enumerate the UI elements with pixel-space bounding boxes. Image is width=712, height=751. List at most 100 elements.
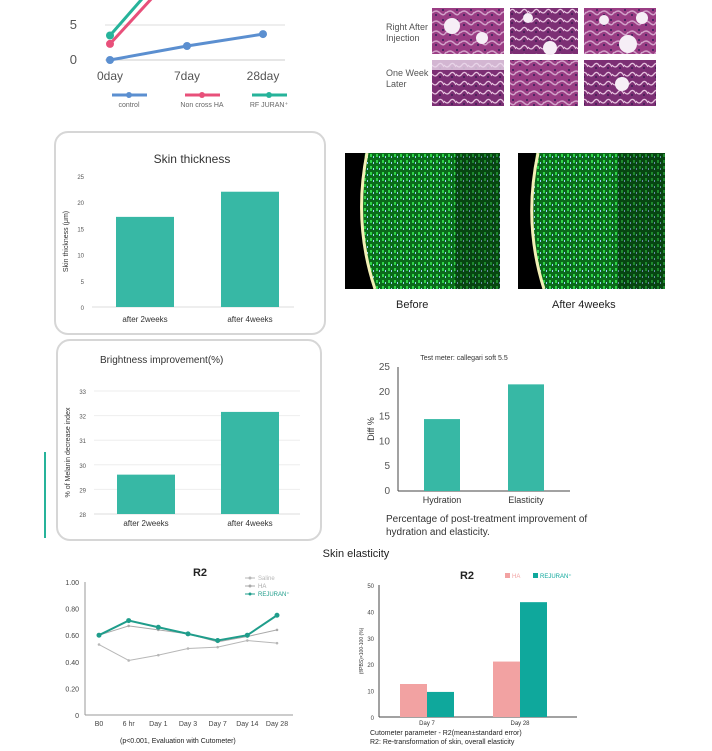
cutometer-note-2: R2: Re-transformation of skin, overall e… — [370, 739, 515, 746]
y-tick-label: 15 — [77, 227, 84, 233]
data-point — [106, 39, 114, 48]
y-axis-label: % of Melanin decrease index — [65, 407, 72, 497]
legend-marker — [248, 576, 252, 580]
legend-label: control — [118, 102, 139, 109]
legend-marker — [199, 92, 205, 98]
data-point — [274, 612, 280, 618]
data-point — [275, 641, 279, 645]
bar — [424, 419, 460, 491]
bar — [508, 384, 544, 491]
section-title: Skin elasticity — [322, 548, 390, 560]
x-tick-label: Day 14 — [236, 721, 258, 728]
bar — [493, 661, 520, 717]
chart-title: R2 — [193, 567, 207, 579]
data-point — [106, 31, 114, 40]
legend-label: Saline — [258, 576, 275, 582]
skin-thickness-chart: Skin thickness 0 5 10 15 20 25 after 2weeks afte… — [63, 152, 294, 324]
legend-marker — [248, 584, 252, 588]
y-tick-label: 25 — [77, 175, 84, 181]
r2-bar-chart: R2 0 10 20 30 40 50 Day 7 Day 28 (f/PBS)×100-100 … — [359, 570, 577, 727]
legend-marker — [266, 92, 272, 98]
series-line-non-cross-ha — [108, 0, 153, 45]
data-point — [246, 639, 249, 642]
y-tick-label: 28 — [79, 513, 86, 519]
x-tick-label: Hydration — [423, 495, 462, 505]
x-tick-label: after 2weeks — [122, 315, 167, 324]
ultrasound-before-label: Before — [396, 299, 429, 311]
histo-label-one-week: One Week Later — [386, 68, 429, 89]
x-tick-label: Day 1 — [149, 721, 167, 728]
y-tick-label: 30 — [367, 637, 374, 643]
data-point — [157, 653, 160, 657]
chart-title: Skin thickness — [154, 152, 231, 166]
y-tick-label: 5 — [81, 280, 85, 286]
hydration-caption: Percentage of post-treatment improvement… — [386, 514, 588, 538]
series-line — [98, 640, 278, 661]
y-tick-label: 10 — [367, 690, 374, 696]
legend-label: HA — [512, 574, 520, 580]
y-axis-label: Diff % — [366, 417, 376, 441]
y-tick-label: 0 — [371, 716, 375, 722]
x-tick-label: 0day — [97, 69, 123, 83]
histo-label-right-after: Right After Injection — [386, 22, 429, 43]
bar — [427, 691, 454, 717]
y-axis-label: Skin thickness (μm) — [63, 211, 70, 272]
legend-marker — [248, 592, 252, 596]
legend-label: Non cross HA — [180, 102, 224, 109]
data-point — [259, 30, 267, 39]
y-tick-label: 25 — [379, 362, 391, 373]
legend-marker — [533, 573, 538, 578]
ultrasound-after-image — [518, 153, 665, 289]
y-tick-label: 10 — [379, 436, 391, 447]
x-tick-label: 6 hr — [123, 721, 136, 728]
x-tick-label: Day 7 — [209, 721, 227, 728]
cutometer-note-1: Cutometer parameter - R2(mean±standard e… — [370, 730, 522, 737]
x-tick-label: after 4weeks — [227, 519, 272, 528]
bar — [116, 216, 174, 307]
x-tick-label: after 4weeks — [227, 315, 272, 324]
y-tick-label: 15 — [379, 412, 391, 423]
growth-line-chart: 0 5 0day 7day 28day control Non cross HA RF JUR… — [70, 0, 289, 109]
x-tick-label: 28day — [247, 69, 280, 83]
x-tick-label: Day 28 — [510, 721, 530, 727]
y-tick-label: 32 — [79, 415, 86, 421]
chart-title: Brightness improvement(%) — [100, 355, 223, 366]
skin-thickness-card — [54, 131, 326, 335]
chart-title: Test meter: callegari soft 5.5 — [420, 355, 508, 362]
y-axis-label: (f/PBS)×100-100 (%) — [359, 627, 365, 674]
series-line — [98, 614, 278, 642]
y-tick-label: 0.40 — [65, 660, 79, 667]
y-tick-label: 20 — [367, 663, 374, 669]
legend-marker — [505, 573, 510, 578]
data-point — [97, 643, 101, 646]
data-point — [244, 632, 250, 638]
data-point — [155, 624, 161, 630]
y-tick-label: 33 — [79, 390, 86, 396]
legend-label: REJURAN⁺ — [258, 591, 290, 598]
data-point — [275, 628, 279, 632]
y-tick-label: 31 — [79, 439, 86, 445]
brightness-accent-line — [44, 452, 46, 538]
y-tick-label: 0 — [75, 713, 79, 720]
data-point — [96, 632, 102, 638]
y-tick-label: 0.20 — [65, 686, 79, 693]
legend-label: RF JURAN⁺ — [250, 102, 289, 109]
x-tick-label: Day 28 — [266, 721, 288, 728]
y-tick-label: 1.00 — [65, 580, 79, 587]
ultrasound-before-image — [345, 153, 500, 289]
data-point — [127, 659, 130, 662]
x-tick-label: Day 7 — [419, 721, 435, 727]
y-tick-label: 50 — [367, 584, 374, 590]
y-tick-label: 10 — [77, 254, 84, 260]
y-tick-label: 5 — [384, 461, 390, 472]
ultrasound-after-label: After 4weeks — [552, 299, 616, 311]
series-line-rejuran — [108, 0, 144, 37]
r2-footnote: (p<0.001, Evaluation with Cutometer) — [120, 738, 236, 745]
data-point — [127, 624, 130, 628]
y-tick-label: 20 — [379, 387, 391, 398]
y-tick-label: 0.80 — [65, 607, 79, 614]
legend-label: REJURAN⁺ — [540, 573, 572, 580]
legend-marker — [126, 92, 132, 98]
hydration-elasticity-chart: Test meter: callegari soft 5.5 0 5 10 15 20 25… — [366, 355, 570, 505]
